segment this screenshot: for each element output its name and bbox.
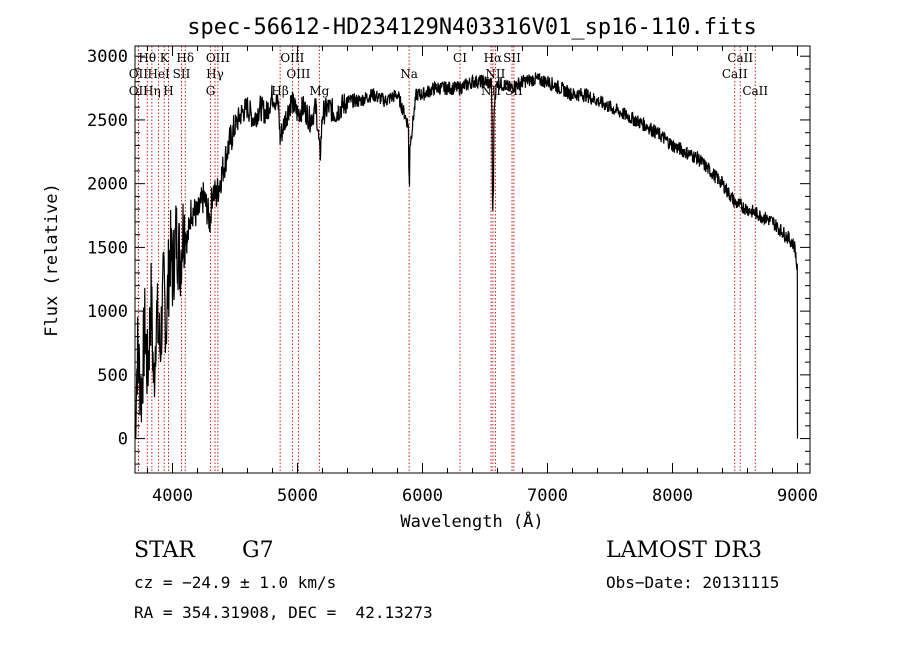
x-tick-label: 4000 <box>152 486 193 506</box>
spectral-line-label: CI <box>453 51 467 65</box>
plot-frame <box>134 45 811 474</box>
spectral-line-label: OII <box>129 67 149 81</box>
spectral-line-label: H <box>163 84 173 98</box>
spectral-line-label: Hδ <box>176 51 194 65</box>
spectral-line-label: Hθ <box>138 51 156 65</box>
x-tick-label: 7000 <box>527 486 568 506</box>
y-tick-label: 0 <box>118 430 128 450</box>
spectral-line-label: CaII <box>727 51 753 65</box>
y-tick-label: 500 <box>97 366 128 386</box>
y-tick-label: 2500 <box>87 111 128 131</box>
spectral-line-label: Hγ <box>206 67 224 81</box>
spectral-line-label: CaII <box>742 84 768 98</box>
spectral-line-label: OIII <box>280 51 304 65</box>
y-tick-label: 3000 <box>87 47 128 67</box>
flux-series-line <box>134 72 799 440</box>
y-axis-label: Flux (relative) <box>42 183 62 337</box>
object-subclass: G7 <box>242 538 274 563</box>
y-tick-label: 2000 <box>87 175 128 195</box>
spectral-line-label: OII <box>129 84 149 98</box>
spectral-line-label: Na <box>400 67 418 81</box>
object-class: STAR <box>134 538 195 563</box>
spectral-line-label: Hα <box>484 51 503 65</box>
spectral-line-label: SII <box>503 51 521 65</box>
x-axis-ticks: 4000 5000 6000 7000 8000 9000 <box>147 46 818 506</box>
redshift-readout: cz = −24.9 ± 1.0 km/s <box>134 573 337 592</box>
spectral-line-label: OIII <box>286 67 310 81</box>
obs-date: Obs−Date: 20131115 <box>606 573 780 592</box>
spectral-line-label: CaII <box>722 67 748 81</box>
x-axis-label: Wavelength (Å) <box>400 510 543 532</box>
y-tick-label: 1500 <box>87 238 128 258</box>
y-tick-label: 1000 <box>87 302 128 322</box>
y-axis-ticks: 0 500 1000 1500 2000 2500 3000 <box>87 47 810 465</box>
spectral-line-label: Mg <box>309 84 329 98</box>
spectral-line-markers <box>137 46 756 473</box>
spectral-line-label: SII <box>173 67 191 81</box>
spectral-line-label: OIII <box>206 51 230 65</box>
spectral-line-label: HeI <box>147 67 170 81</box>
spectral-line-label: Hβ <box>271 84 288 98</box>
survey-label: LAMOST DR3 <box>606 538 762 563</box>
flux-series <box>134 72 799 440</box>
chart-title: spec-56612-HD234129N403316V01_sp16-110.f… <box>187 15 757 40</box>
x-tick-label: 8000 <box>652 486 693 506</box>
x-tick-label: 5000 <box>277 486 318 506</box>
spectral-line-label: K <box>160 51 170 65</box>
spectral-line-label: Hη <box>143 84 161 98</box>
x-tick-label: 9000 <box>777 486 818 506</box>
spectral-line-label: G <box>206 84 216 98</box>
coordinates: RA = 354.31908, DEC = 42.13273 <box>134 603 433 622</box>
x-tick-label: 6000 <box>402 486 443 506</box>
